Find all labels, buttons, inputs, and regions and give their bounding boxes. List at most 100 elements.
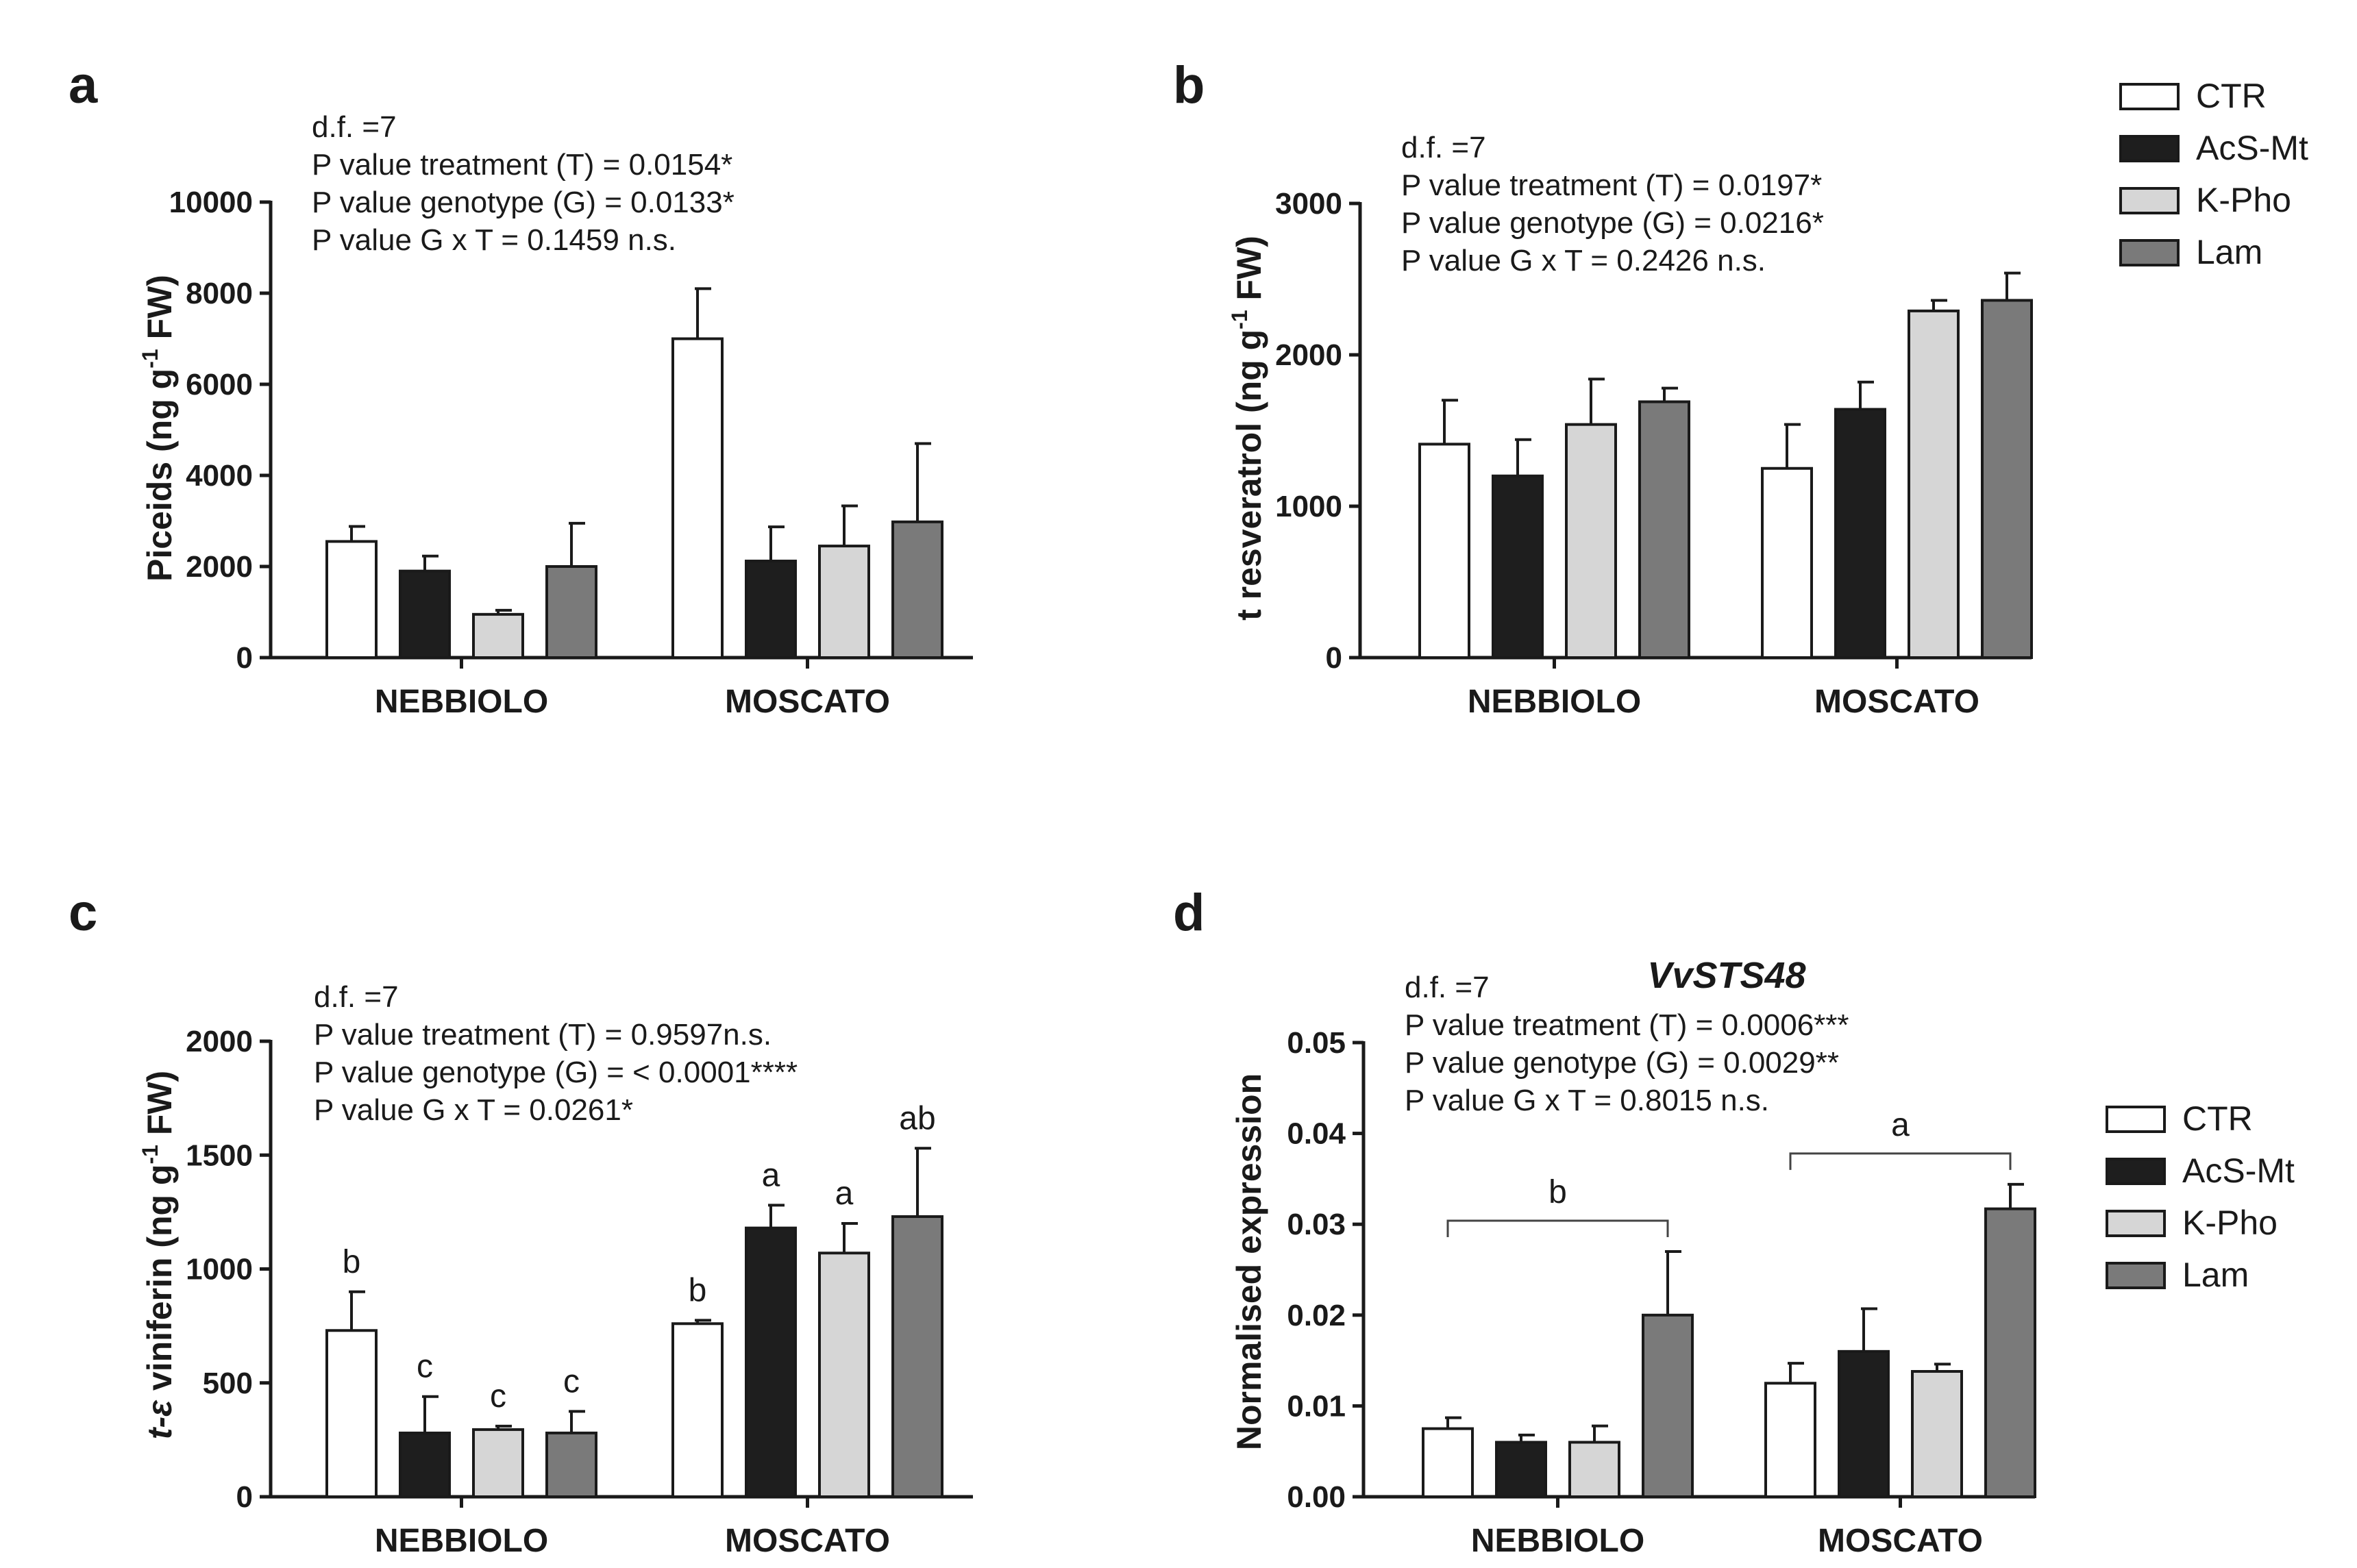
legend-swatch-lam (2106, 1262, 2166, 1289)
stat-line: P value G x T = 0.2426 n.s. (1401, 244, 1766, 277)
legend-swatch-k-pho (2106, 1210, 2166, 1237)
bar (1495, 1441, 1547, 1498)
y-tick-label: 1000 (1275, 490, 1342, 523)
stat-line: P value G x T = 0.0261* (314, 1093, 633, 1127)
panel-letter-d: d (1173, 884, 1205, 942)
y-tick-label: 0.05 (1287, 1026, 1346, 1060)
stat-line: P value genotype (G) = 0.0029** (1405, 1046, 1839, 1080)
legend-label-acs-mt: AcS-Mt (2196, 129, 2308, 167)
bar (1492, 474, 1544, 659)
stat-line: P value treatment (T) = 0.0197* (1401, 169, 1822, 202)
legend-label-k-pho: K-Pho (2196, 181, 2291, 219)
legend-top: CTR AcS-Mt K-Pho Lam (2119, 77, 2308, 271)
x-category-label: NEBBIOLO (375, 684, 548, 720)
panel-letter-c: c (69, 884, 97, 942)
bar (472, 1428, 524, 1499)
stat-line: P value genotype (G) = 0.0216* (1401, 206, 1824, 240)
significance-letter: b (343, 1244, 361, 1280)
bar (399, 1431, 451, 1498)
significance-letter: a (762, 1157, 780, 1193)
bar (1418, 443, 1470, 659)
y-tick-label: 2000 (186, 1025, 253, 1058)
y-tick-label: 8000 (186, 277, 253, 310)
bar (1911, 1370, 1963, 1498)
y-tick-label: 500 (203, 1367, 253, 1400)
y-tick-label: 6000 (186, 368, 253, 401)
bar (1565, 423, 1617, 659)
legend-swatch-acs-mt (2106, 1158, 2166, 1185)
chart-title-d: VvSTS48 (1647, 955, 1805, 996)
bar (545, 565, 597, 659)
bar (671, 337, 724, 659)
legend-swatch-ctr (2106, 1106, 2166, 1133)
x-category-label: NEBBIOLO (375, 1523, 548, 1559)
y-tick-label: 2000 (186, 550, 253, 584)
significance-letter: a (835, 1175, 854, 1212)
bar (671, 1322, 724, 1499)
significance-letter: c (490, 1378, 506, 1415)
stat-line: P value treatment (T) = 0.0006*** (1405, 1008, 1849, 1042)
legend-label-lam: Lam (2196, 233, 2262, 271)
significance-letter: ab (899, 1100, 935, 1136)
group-bracket (1446, 1219, 1669, 1237)
y-axis-title-c: t-ε viniferin (ng g-1 FW) (138, 1071, 179, 1439)
bar (891, 520, 943, 660)
stats-a: d.f. =7 P value treatment (T) = 0.0154* … (312, 110, 735, 257)
bar (1568, 1441, 1620, 1498)
plot-normalised-expression: 0.00 0.01 0.02 0.03 0.04 0.05 NEBBIOLO MOSCATO b… (1287, 1026, 2036, 1559)
bar (472, 612, 524, 660)
x-category-label: MOSCATO (1818, 1523, 1983, 1559)
plot-t-resveratrol: 0 1000 2000 3000 NEBBIOLO MOSCATO (1275, 187, 2033, 720)
y-tick-label: 0.04 (1287, 1117, 1346, 1151)
bar (1984, 1207, 2036, 1498)
stats-d: d.f. =7 P value treatment (T) = 0.0006**… (1405, 971, 1849, 1117)
y-tick-label: 0.02 (1287, 1299, 1346, 1332)
stats-c: d.f. =7 P value treatment (T) = 0.9597n.… (314, 980, 798, 1127)
y-tick-label: 0 (236, 641, 253, 675)
stat-line: P value G x T = 0.1459 n.s. (312, 223, 676, 257)
y-tick-label: 0.03 (1287, 1208, 1346, 1241)
bar (325, 540, 378, 659)
y-tick-label: 0.01 (1287, 1389, 1346, 1423)
y-tick-label: 4000 (186, 459, 253, 493)
y-tick-label: 0 (1326, 641, 1342, 675)
legend-swatch-acs-mt (2119, 135, 2180, 162)
bar (1838, 1349, 1890, 1498)
significance-letter: b (689, 1272, 707, 1308)
legend-swatch-lam (2119, 239, 2180, 266)
legend-label-acs-mt: AcS-Mt (2182, 1152, 2295, 1190)
y-tick-label: 3000 (1275, 187, 1342, 221)
bar (1642, 1313, 1694, 1499)
bar (1834, 408, 1886, 659)
stat-line: d.f. =7 (312, 110, 397, 144)
legend-label-k-pho: K-Pho (2182, 1204, 2278, 1242)
legend-swatch-ctr (2119, 83, 2180, 110)
bar (818, 1252, 870, 1498)
group-letter: b (1548, 1174, 1567, 1210)
stats-b: d.f. =7 P value treatment (T) = 0.0197* … (1401, 131, 1824, 277)
significance-letter: c (417, 1349, 433, 1385)
legend-label-ctr: CTR (2196, 77, 2267, 115)
bar (891, 1215, 943, 1499)
y-tick-label: 1500 (186, 1138, 253, 1172)
plot-t-viniferin: 0 500 1000 1500 2000 NEBBIOLO MOSCATO b b c a c a c ab (186, 1025, 973, 1559)
y-tick-label: 0.00 (1287, 1480, 1346, 1514)
group-letter: a (1891, 1107, 1910, 1143)
bar (325, 1329, 378, 1499)
bar (1908, 309, 1960, 659)
x-category-label: NEBBIOLO (1471, 1523, 1644, 1559)
bar (1764, 1382, 1816, 1498)
stat-line: d.f. =7 (314, 980, 399, 1014)
bar (1761, 466, 1813, 659)
stat-line: P value genotype (G) = < 0.0001**** (314, 1056, 798, 1089)
stat-line: P value treatment (T) = 0.0154* (312, 148, 732, 182)
legend-swatch-k-pho (2119, 187, 2180, 214)
stat-line: P value genotype (G) = 0.0133* (312, 186, 735, 219)
x-category-label: MOSCATO (725, 1523, 890, 1559)
panel-letter-a: a (69, 56, 98, 114)
legend-bottom: CTR AcS-Mt K-Pho Lam (2106, 1099, 2295, 1294)
x-category-label: MOSCATO (1814, 684, 1979, 720)
legend-label-ctr: CTR (2182, 1099, 2253, 1138)
y-axis-title-b: t resveratrol (ng g-1 FW) (1227, 236, 1268, 621)
